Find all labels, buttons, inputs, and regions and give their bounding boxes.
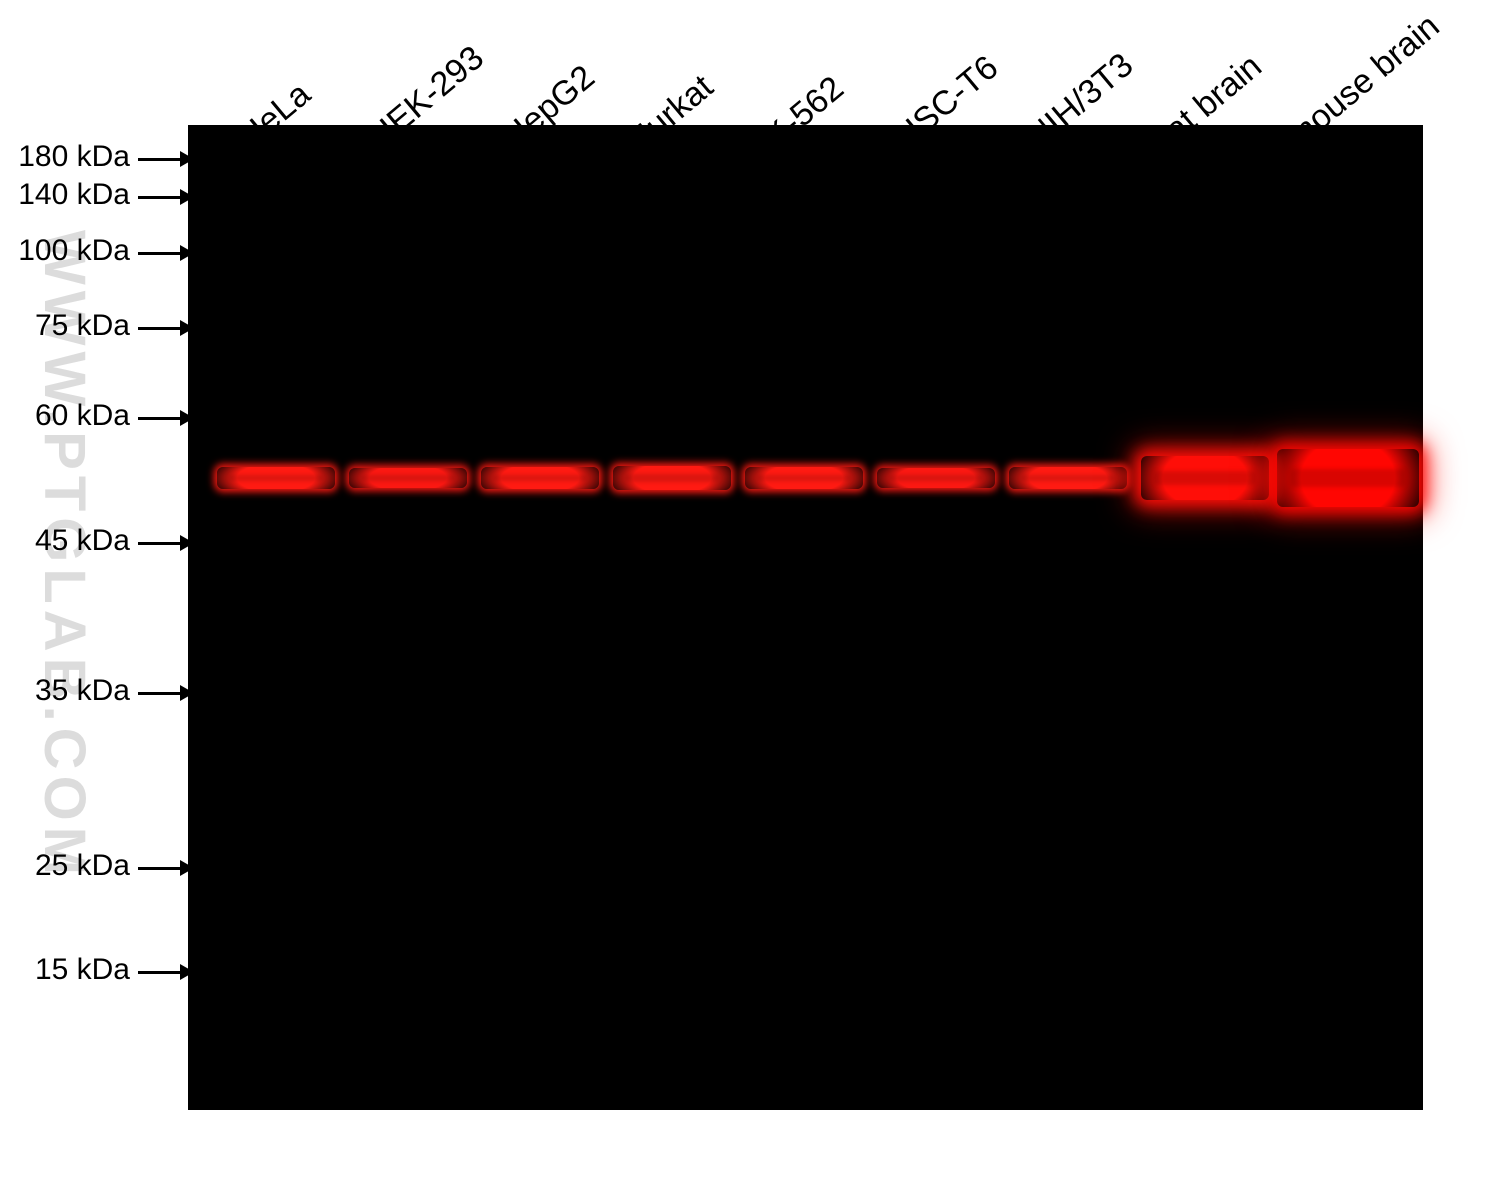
protein-band	[613, 466, 731, 490]
protein-band	[349, 468, 467, 488]
protein-band	[1141, 456, 1269, 500]
mw-marker-arrow-head-icon	[180, 245, 194, 261]
mw-marker-arrow-line	[138, 971, 182, 974]
mw-marker-arrow-line	[138, 692, 182, 695]
mw-marker-label: 45 kDa	[0, 524, 130, 558]
mw-marker-label: 60 kDa	[0, 399, 130, 433]
mw-marker-arrow-head-icon	[180, 410, 194, 426]
mw-marker-arrow-head-icon	[180, 189, 194, 205]
mw-marker-arrow-head-icon	[180, 685, 194, 701]
mw-marker-arrow-head-icon	[180, 320, 194, 336]
mw-marker-arrow-line	[138, 867, 182, 870]
mw-marker-arrow-head-icon	[180, 964, 194, 980]
protein-band	[745, 467, 863, 489]
protein-band	[481, 467, 599, 489]
mw-marker-arrow-line	[138, 417, 182, 420]
mw-marker-label: 100 kDa	[0, 234, 130, 268]
mw-marker-arrow-head-icon	[180, 535, 194, 551]
mw-marker-arrow-head-icon	[180, 151, 194, 167]
mw-marker-arrow-head-icon	[180, 860, 194, 876]
mw-marker-label: 180 kDa	[0, 140, 130, 174]
mw-marker-arrow-line	[138, 542, 182, 545]
mw-marker-label: 15 kDa	[0, 953, 130, 987]
mw-marker-arrow-line	[138, 327, 182, 330]
mw-marker-label: 35 kDa	[0, 674, 130, 708]
blot-area	[188, 125, 1423, 1110]
mw-marker-arrow-line	[138, 158, 182, 161]
protein-band	[1009, 467, 1127, 489]
mw-marker-label: 75 kDa	[0, 309, 130, 343]
mw-marker-label: 25 kDa	[0, 849, 130, 883]
mw-marker-label: 140 kDa	[0, 178, 130, 212]
protein-band	[217, 467, 335, 489]
mw-marker-arrow-line	[138, 252, 182, 255]
mw-marker-arrow-line	[138, 196, 182, 199]
protein-band	[877, 468, 995, 488]
protein-band	[1277, 449, 1419, 507]
figure-root: WWW.PTGLAB.COM HeLaHEK-293HepG2JurkatK-5…	[0, 0, 1500, 1200]
